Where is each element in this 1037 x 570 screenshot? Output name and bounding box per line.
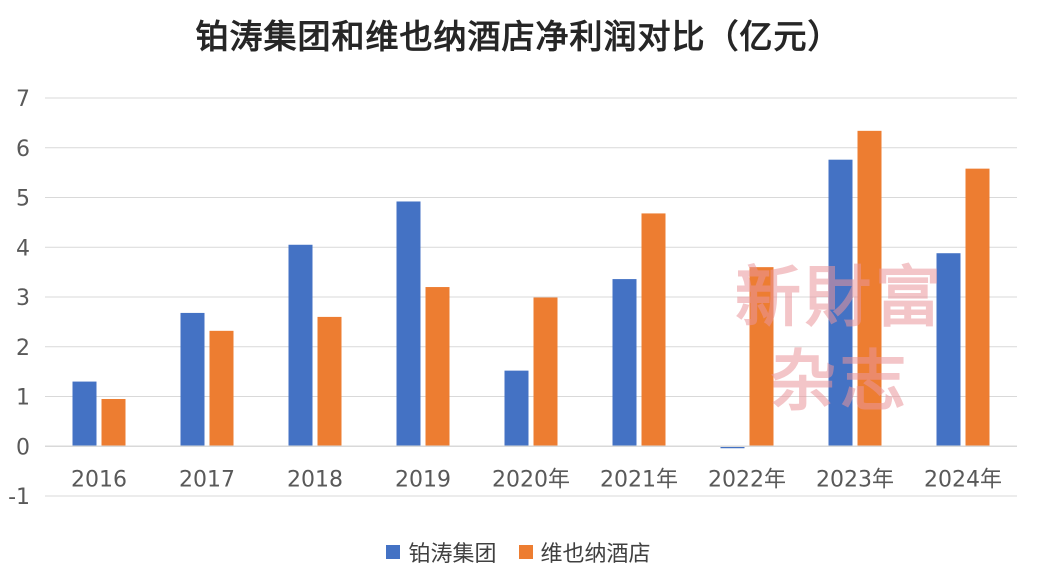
y-tick-label: 7 [16, 87, 30, 112]
bar [396, 201, 421, 447]
bar [749, 267, 774, 447]
bar [288, 244, 313, 447]
x-axis: 2016 2017 2018 2019 2020年 2021年 2022年 2023年 2024… [45, 445, 1017, 492]
y-axis: -1 0 1 2 3 4 5 6 7 [8, 87, 30, 510]
y-tick-label: 6 [16, 137, 30, 162]
bar [101, 398, 126, 447]
gridlines [45, 97, 1017, 497]
y-tick-label: 1 [16, 386, 30, 411]
legend-swatch-botao [386, 545, 401, 559]
chart-title: 铂涛集团和维也纳酒店净利润对比（亿元） [195, 17, 842, 56]
x-tick-label: 2023年 [816, 467, 894, 492]
bar [857, 130, 882, 447]
legend: 铂涛集团 维也纳酒店 [0, 536, 1037, 568]
bar [317, 316, 342, 447]
bar [612, 279, 637, 447]
bar [425, 287, 450, 447]
y-tick-label: -1 [8, 485, 30, 510]
legend-item-vienna: 维也纳酒店 [518, 536, 651, 568]
bar [965, 168, 990, 447]
bar [180, 312, 205, 447]
legend-label-vienna: 维也纳酒店 [540, 542, 651, 567]
bar [828, 159, 853, 447]
x-tick-label: 2021年 [600, 467, 678, 492]
x-tick-label: 2016 [71, 467, 127, 492]
y-tick-label: 4 [16, 236, 30, 261]
x-tick-label: 2022年 [708, 467, 786, 492]
bar [641, 213, 666, 447]
legend-label-botao: 铂涛集团 [408, 542, 497, 567]
x-tick-label: 2017 [179, 467, 235, 492]
y-tick-label: 3 [16, 286, 30, 311]
x-tick-label: 2020年 [492, 467, 570, 492]
bar [209, 330, 234, 447]
x-tick-label: 2018 [287, 467, 343, 492]
bar [533, 297, 558, 447]
legend-item-botao: 铂涛集团 [386, 536, 497, 568]
y-tick-label: 0 [16, 435, 30, 460]
bar [504, 370, 529, 447]
legend-swatch-vienna [518, 545, 533, 559]
x-tick-label: 2019 [395, 467, 451, 492]
y-tick-label: 2 [16, 336, 30, 361]
x-tick-label: 2024年 [924, 467, 1002, 492]
bar [72, 381, 97, 447]
bar [936, 253, 961, 447]
bar [720, 446, 745, 449]
bars [72, 130, 990, 449]
y-tick-label: 5 [16, 187, 30, 212]
